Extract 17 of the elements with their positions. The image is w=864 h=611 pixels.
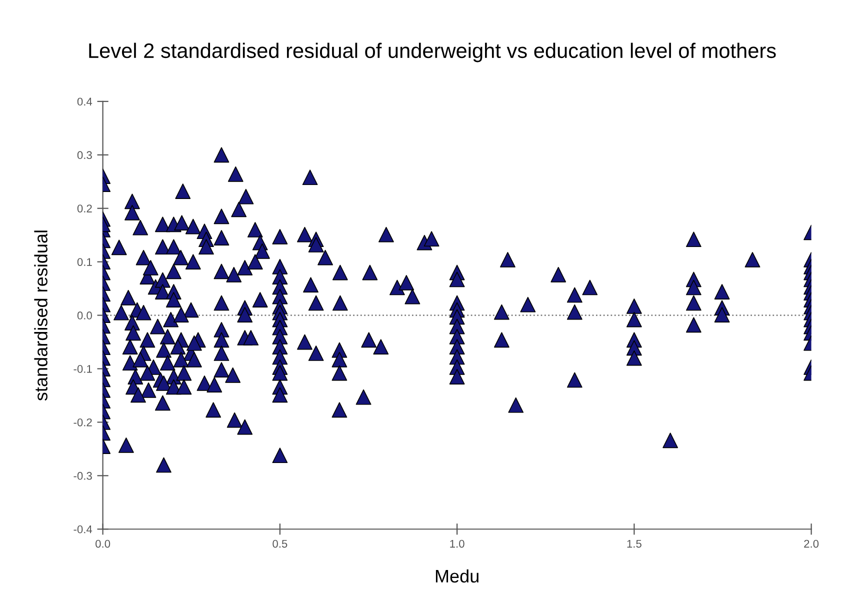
y-axis-title: standardised residual xyxy=(34,230,48,401)
y-tick-label: 0.3 xyxy=(77,151,92,160)
y-tick-label: -0.3 xyxy=(74,472,92,480)
chart-title: Level 2 standardised residual of underweight vs education level of mothers xyxy=(89,42,776,62)
y-tick-label: 0.4 xyxy=(77,98,92,106)
y-tick-label: -0.4 xyxy=(74,525,92,534)
x-axis-title: Medu xyxy=(436,569,478,583)
y-tick-label: -0.1 xyxy=(74,365,92,373)
y-tick-label: 0.1 xyxy=(77,258,92,266)
x-tick-label: 1.0 xyxy=(450,540,464,548)
y-tick-label: -0.2 xyxy=(74,418,92,426)
y-tick-label: 0.2 xyxy=(77,204,92,212)
x-tick-label: 2.0 xyxy=(804,540,819,548)
y-tick-label: 0.0 xyxy=(77,312,92,320)
x-tick-label: 0.0 xyxy=(96,540,110,548)
x-tick-label: 1.5 xyxy=(627,540,642,548)
x-tick-label: 0.5 xyxy=(272,540,288,548)
